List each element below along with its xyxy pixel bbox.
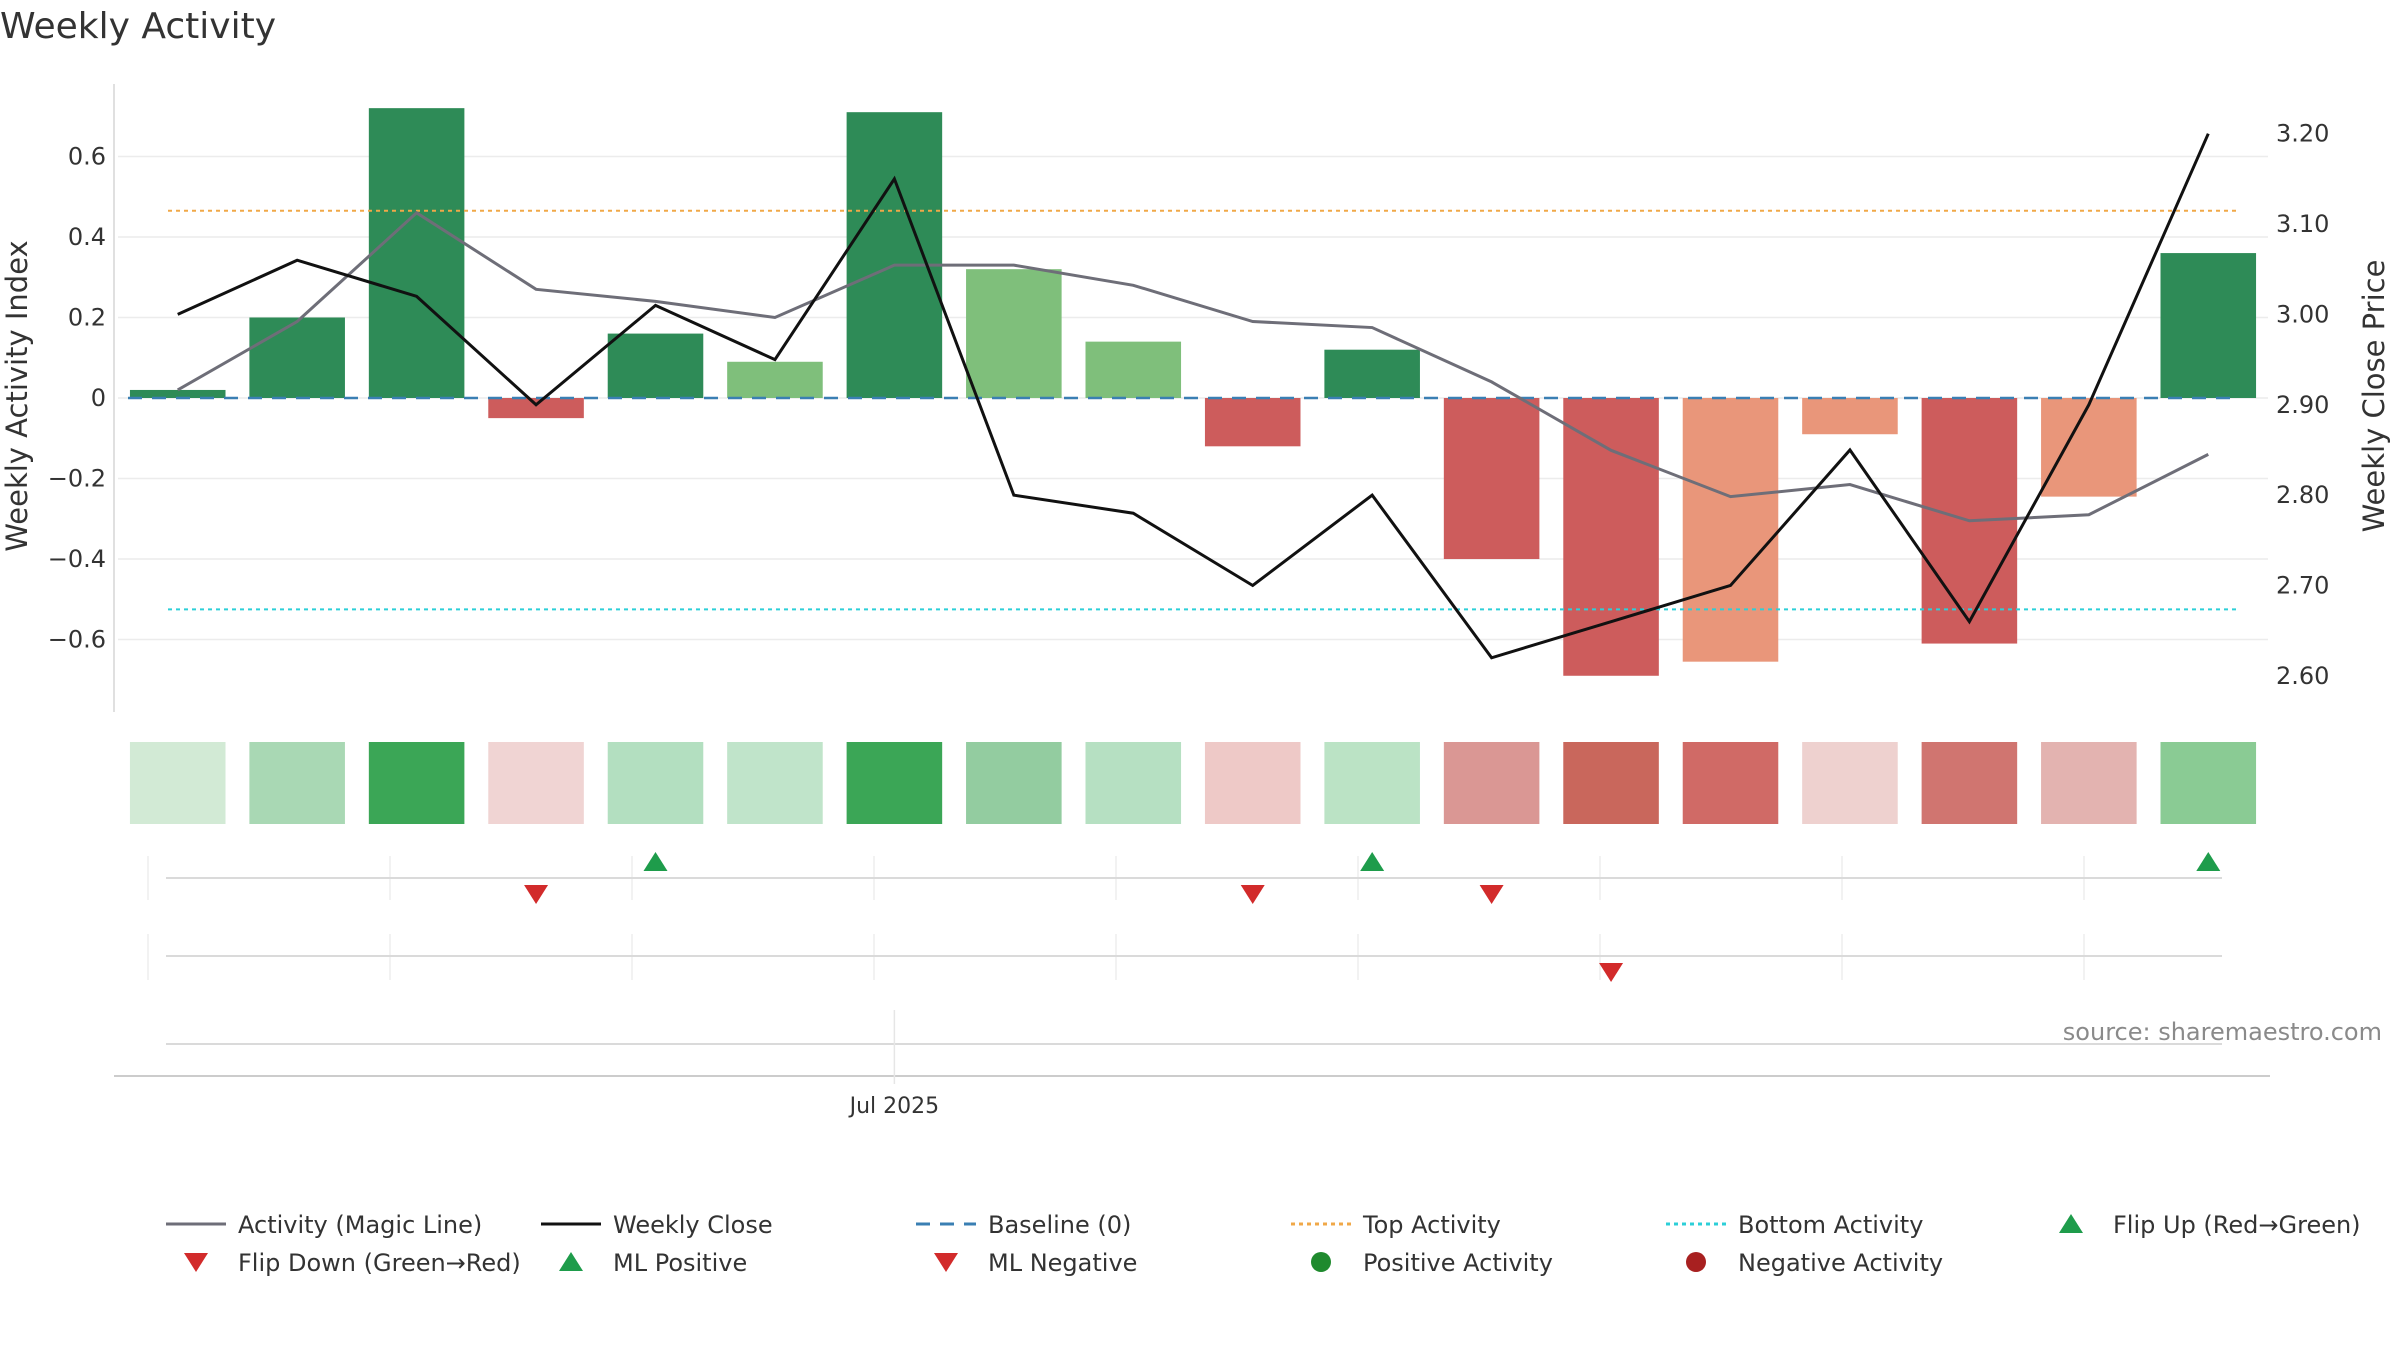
activity-bar [368, 108, 465, 399]
right-tick-label: 2.90 [2276, 391, 2329, 419]
legend-label: Positive Activity [1363, 1249, 1553, 1277]
activity-bar [249, 317, 345, 398]
legend-label: ML Positive [613, 1249, 747, 1277]
left-tick-label: 0 [91, 384, 106, 412]
series-lines [176, 133, 2210, 660]
activity-bar [488, 398, 584, 419]
reference-lines [128, 209, 2238, 611]
left-tick-label: 0.6 [68, 142, 106, 170]
heat-cell [1324, 742, 1420, 824]
activity-bar [727, 361, 823, 398]
heat-cell [1682, 742, 1779, 824]
left-axis-ticks: 0.6 0.4 0.2 0 −0.2 −0.4 −0.6 [48, 142, 106, 653]
flip-up-marker [643, 852, 668, 871]
flip-up-marker [2196, 852, 2221, 871]
legend-swatch [1686, 1252, 1706, 1272]
legend-swatch [1311, 1252, 1331, 1272]
heat-cell [488, 742, 584, 824]
right-tick-label: 3.00 [2276, 300, 2329, 328]
heat-cell [368, 742, 465, 824]
activity-bar [1085, 341, 1182, 398]
activity-bar [1204, 398, 1301, 447]
legend-swatch [559, 1252, 583, 1271]
weekly-close-series [177, 133, 2210, 660]
activity-bar [1563, 398, 1659, 676]
heat-cell [1802, 742, 1898, 824]
legend-label: Weekly Close [613, 1211, 773, 1239]
heat-cell [2160, 742, 2257, 824]
x-tick-label: Jul 2025 [848, 1094, 940, 1119]
heat-cell [2041, 742, 2137, 824]
y-axis-label-left: Weekly Activity Index [0, 240, 34, 551]
flip-down-marker [524, 885, 549, 904]
flip-down-marker [1240, 885, 1265, 904]
legend-label: Flip Down (Green→Red) [238, 1249, 521, 1277]
right-tick-label: 2.60 [2276, 662, 2329, 690]
legend-label: Baseline (0) [988, 1211, 1131, 1239]
y-axis-label-right: Weekly Close Price [2357, 260, 2391, 533]
legend-swatch [184, 1253, 208, 1272]
right-axis-ticks: 3.20 3.10 3.00 2.90 2.80 2.70 2.60 [2276, 120, 2329, 690]
legend-swatch [934, 1253, 958, 1272]
heat-cell [1085, 742, 1182, 824]
activity-bar [1682, 398, 1779, 662]
flip-down-marker [1479, 885, 1504, 904]
activity-bar [607, 333, 704, 398]
heat-cell [1204, 742, 1301, 824]
heat-cell [1443, 742, 1540, 824]
heat-cell [1921, 742, 2018, 824]
left-tick-label: −0.4 [48, 545, 106, 573]
activity-bar [966, 269, 1062, 398]
legend-label: Top Activity [1362, 1211, 1501, 1239]
activity-bar [1802, 398, 1898, 435]
flip-marker-panel [147, 852, 2222, 904]
heat-cell [249, 742, 345, 824]
activity-bar [2160, 253, 2257, 398]
ml-negative-marker [1599, 963, 1624, 982]
date-axis-panel [114, 1010, 2270, 1084]
right-tick-label: 2.80 [2276, 481, 2329, 509]
legend-label: Flip Up (Red→Green) [2113, 1211, 2361, 1239]
ml-marker-panel [147, 934, 2222, 982]
heat-cell [607, 742, 704, 824]
legend-swatch [2059, 1214, 2083, 1233]
flip-up-marker [1360, 852, 1385, 871]
legend: Activity (Magic Line) Weekly Close Baselin… [166, 1211, 2361, 1277]
magic-line-series [176, 210, 2209, 523]
left-tick-label: −0.6 [48, 626, 106, 654]
heat-cell [129, 742, 226, 824]
heat-cell [1563, 742, 1659, 824]
activity-bar [1324, 349, 1420, 398]
activity-heat-strip [129, 742, 2257, 824]
right-tick-label: 3.10 [2276, 210, 2329, 238]
heat-cell [966, 742, 1062, 824]
legend-label: ML Negative [988, 1249, 1137, 1277]
heat-cell [846, 742, 943, 824]
activity-bars [129, 108, 2257, 676]
left-tick-label: −0.2 [48, 465, 106, 493]
activity-bar [846, 112, 943, 398]
left-tick-label: 0.4 [68, 223, 106, 251]
activity-bar [1443, 398, 1540, 560]
legend-label: Bottom Activity [1738, 1211, 1923, 1239]
source-credit: source: sharemaestro.com [2063, 1018, 2382, 1046]
activity-bar [129, 389, 226, 398]
right-tick-label: 2.70 [2276, 571, 2329, 599]
activity-bar [2041, 398, 2137, 497]
right-tick-label: 3.20 [2276, 120, 2329, 148]
chart-title: Weekly Activity [0, 6, 276, 47]
legend-label: Activity (Magic Line) [238, 1211, 482, 1239]
legend-label: Negative Activity [1738, 1249, 1943, 1277]
left-tick-label: 0.2 [68, 303, 106, 331]
heat-cell [727, 742, 823, 824]
